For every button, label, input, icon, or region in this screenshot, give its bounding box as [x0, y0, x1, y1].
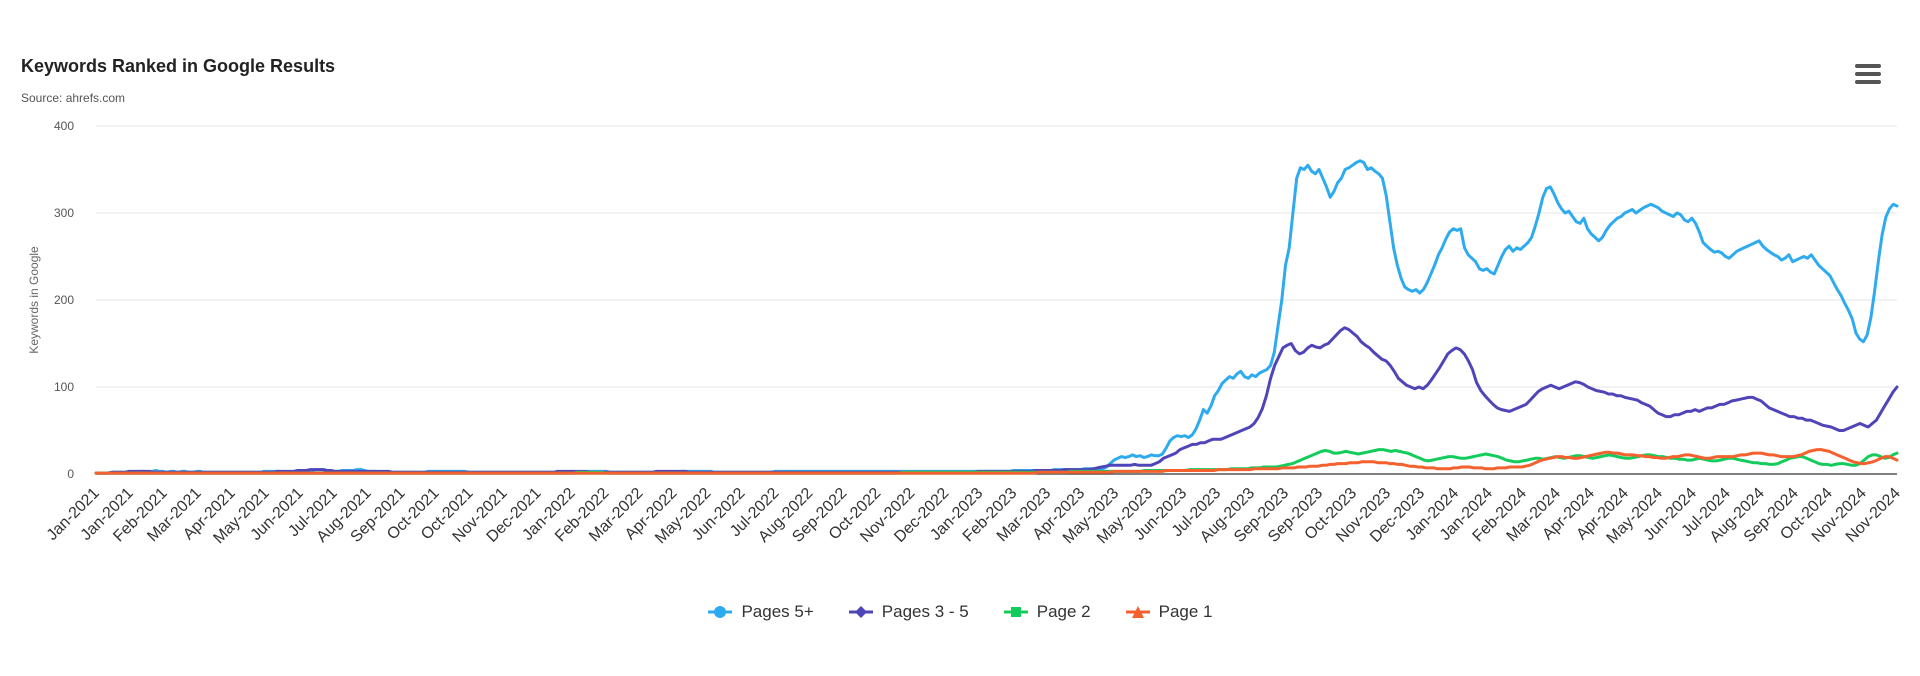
legend-label: Pages 3 - 5 [881, 602, 969, 621]
y-axis-title: Keywords in Google [27, 246, 41, 354]
chart-subtitle: Source: ahrefs.com [21, 91, 126, 105]
y-tick-label: 0 [67, 467, 74, 481]
y-tick-label: 300 [54, 206, 74, 220]
y-tick-label: 100 [54, 380, 74, 394]
legend-marker-square-icon [1003, 607, 1028, 617]
legend-item-pages-3-5[interactable]: Pages 3 - 5 [848, 602, 969, 622]
legend-item-page-2[interactable]: Page 2 [1003, 602, 1091, 622]
legend-marker-triangle-icon [1125, 606, 1150, 618]
chart-title: Keywords Ranked in Google Results [21, 56, 336, 76]
legend: Pages 5+ Pages 3 - 5 Page 2 Page 1 [0, 602, 1920, 622]
series-line-page-1 [94, 448, 1899, 475]
legend-item-pages-5[interactable]: Pages 5+ [707, 602, 814, 622]
y-tick-label: 400 [54, 119, 74, 133]
y-tick-label: 200 [54, 293, 74, 307]
series-line-pages-5 [94, 159, 1899, 475]
legend-marker-diamond-icon [848, 606, 873, 618]
legend-item-page-1[interactable]: Page 1 [1125, 602, 1213, 622]
legend-marker-circle-icon [708, 606, 733, 618]
series-line-pages-3-5 [94, 326, 1899, 475]
legend-label: Pages 5+ [741, 602, 814, 621]
legend-label: Page 1 [1158, 602, 1213, 621]
legend-label: Page 2 [1036, 602, 1091, 621]
hamburger-menu-icon[interactable] [1850, 58, 1886, 90]
